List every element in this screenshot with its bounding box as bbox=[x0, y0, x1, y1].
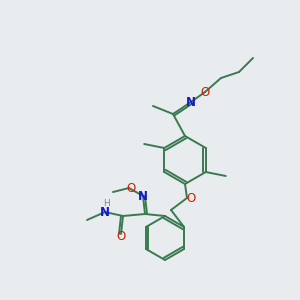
Text: N: N bbox=[138, 190, 148, 202]
Text: O: O bbox=[116, 230, 126, 244]
Text: O: O bbox=[186, 191, 196, 205]
Text: O: O bbox=[126, 182, 136, 194]
Text: N: N bbox=[100, 206, 110, 218]
Text: H: H bbox=[103, 200, 110, 208]
Text: O: O bbox=[200, 85, 210, 98]
Text: N: N bbox=[186, 95, 196, 109]
